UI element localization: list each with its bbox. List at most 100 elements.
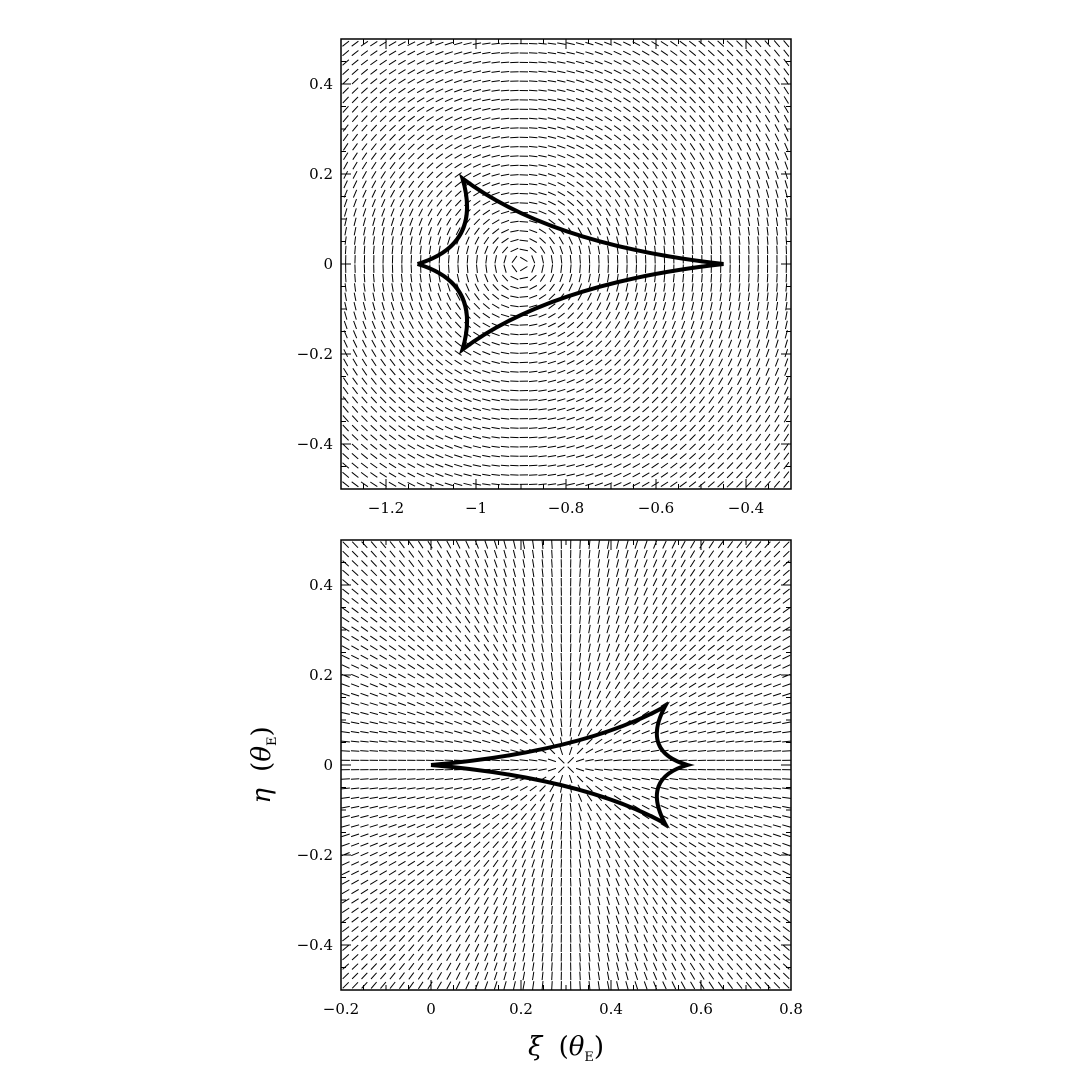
top-field-stick xyxy=(426,171,434,179)
bottom-field-stick xyxy=(407,730,416,734)
bottom-field-stick xyxy=(397,842,406,847)
top-field-stick xyxy=(426,106,434,112)
top-field-stick xyxy=(472,445,482,449)
top-field-stick xyxy=(528,211,538,214)
bottom-field-stick xyxy=(661,897,668,905)
bottom-field-stick xyxy=(763,673,772,679)
bottom-field-stick xyxy=(660,740,669,743)
top-field-stick xyxy=(528,155,538,158)
top-field-stick xyxy=(557,144,566,149)
bottom-field-stick xyxy=(652,943,658,952)
bottom-field-stick xyxy=(725,824,735,828)
bottom-field-stick xyxy=(351,635,359,642)
bottom-field-stick xyxy=(455,888,462,896)
bottom-field-stick xyxy=(341,626,350,632)
top-field-stick xyxy=(774,152,780,161)
top-field-stick xyxy=(547,182,557,187)
bottom-field-stick xyxy=(614,831,621,839)
bottom-field-stick xyxy=(588,606,591,615)
bottom-field-stick xyxy=(660,823,669,829)
top-field-stick xyxy=(632,434,641,441)
top-field-stick xyxy=(410,245,413,255)
top-field-stick xyxy=(503,255,507,264)
top-field-stick xyxy=(632,406,640,413)
top-field-stick xyxy=(633,320,639,329)
top-field-stick xyxy=(351,471,359,478)
top-field-stick xyxy=(604,349,612,357)
top-field-stick xyxy=(642,368,649,376)
top-field-stick xyxy=(653,283,657,292)
bottom-field-stick xyxy=(436,540,442,549)
bottom-field-stick xyxy=(464,653,471,661)
bottom-field-stick xyxy=(579,624,581,634)
top-field-stick xyxy=(682,273,685,283)
bottom-field-stick xyxy=(782,597,790,604)
bottom-field-stick xyxy=(425,701,435,707)
top-field-stick xyxy=(501,274,509,282)
top-field-stick xyxy=(342,424,349,432)
top-field-stick xyxy=(463,359,472,365)
top-field-stick xyxy=(595,321,602,329)
top-field-stick xyxy=(482,117,491,121)
bottom-field-stick xyxy=(577,728,583,737)
bottom-field-stick xyxy=(772,692,782,697)
bottom-field-stick xyxy=(484,559,489,568)
top-field-stick xyxy=(604,97,613,103)
bottom-field-stick xyxy=(717,888,725,895)
top-field-stick xyxy=(670,424,678,432)
top-field-stick xyxy=(691,283,694,292)
bottom-field-stick xyxy=(379,953,387,961)
bottom-field-stick xyxy=(735,897,744,904)
top-field-stick xyxy=(708,386,715,395)
bottom-field-stick xyxy=(482,749,491,753)
top-field-stick xyxy=(342,386,349,395)
top-field-stick xyxy=(755,49,762,57)
top-field-stick xyxy=(444,79,453,84)
top-field-stick xyxy=(670,50,678,56)
top-field-stick xyxy=(585,425,594,431)
top-field-stick xyxy=(585,369,594,375)
bottom-field-stick xyxy=(744,787,754,790)
top-field-stick xyxy=(398,453,406,459)
bottom-field-stick xyxy=(569,840,572,849)
bottom-field-stick xyxy=(698,906,706,914)
bottom-field-stick xyxy=(483,672,490,680)
bottom-field-stick xyxy=(360,750,369,752)
bottom-field-stick xyxy=(407,787,416,790)
top-field-stick xyxy=(398,152,406,160)
bottom-field-stick xyxy=(519,768,529,771)
top-field-stick xyxy=(476,255,478,264)
top-field-stick xyxy=(463,416,472,421)
top-field-stick xyxy=(557,70,566,74)
top-field-stick xyxy=(482,89,491,92)
bottom-field-stick xyxy=(763,833,772,838)
top-field-stick xyxy=(616,283,620,292)
bottom-field-stick xyxy=(707,673,716,679)
top-field-stick xyxy=(557,209,565,216)
bottom-field-stick xyxy=(360,635,369,642)
top-field-stick xyxy=(595,153,603,160)
bottom-field-stick xyxy=(625,924,629,934)
bottom-field-stick xyxy=(604,739,613,745)
bottom-field-stick xyxy=(782,889,791,895)
top-field-stick xyxy=(680,358,686,367)
top-field-stick xyxy=(729,273,731,283)
top-field-stick xyxy=(633,171,640,179)
bottom-field-stick xyxy=(634,596,639,605)
top-field-stick xyxy=(652,330,658,339)
top-field-stick xyxy=(472,398,482,402)
bottom-field-stick xyxy=(782,712,791,715)
bottom-field-stick xyxy=(407,823,416,828)
top-field-stick xyxy=(550,264,554,273)
bottom-field-stick xyxy=(587,671,591,681)
top-field-stick xyxy=(634,311,639,320)
bottom-field-stick xyxy=(512,615,517,624)
bottom-field-stick xyxy=(670,832,678,839)
bottom-field-stick xyxy=(351,972,359,980)
bottom-field-stick xyxy=(388,796,397,800)
bottom-field-stick xyxy=(772,740,782,743)
bottom-field-stick xyxy=(689,934,696,943)
top-field-stick xyxy=(651,443,659,450)
top-field-stick xyxy=(756,320,760,330)
bottom-field-stick xyxy=(735,626,744,633)
